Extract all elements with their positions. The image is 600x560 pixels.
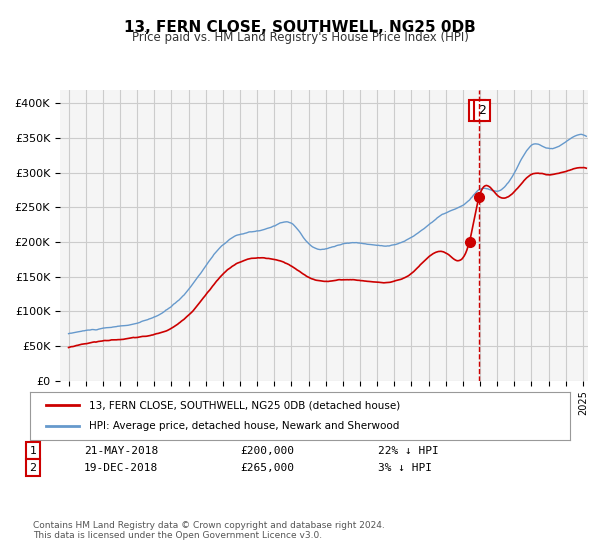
Text: Contains HM Land Registry data © Crown copyright and database right 2024.
This d: Contains HM Land Registry data © Crown c… bbox=[33, 521, 385, 540]
Text: HPI: Average price, detached house, Newark and Sherwood: HPI: Average price, detached house, Newa… bbox=[89, 421, 400, 431]
Text: 21-MAY-2018: 21-MAY-2018 bbox=[84, 446, 158, 456]
Text: 1: 1 bbox=[473, 104, 481, 117]
Text: 3% ↓ HPI: 3% ↓ HPI bbox=[378, 463, 432, 473]
Text: 1: 1 bbox=[29, 446, 37, 456]
Text: 2: 2 bbox=[478, 104, 486, 117]
Text: 13, FERN CLOSE, SOUTHWELL, NG25 0DB (detached house): 13, FERN CLOSE, SOUTHWELL, NG25 0DB (det… bbox=[89, 400, 401, 410]
Text: 19-DEC-2018: 19-DEC-2018 bbox=[84, 463, 158, 473]
Text: 22% ↓ HPI: 22% ↓ HPI bbox=[378, 446, 439, 456]
Text: 2: 2 bbox=[29, 463, 37, 473]
Text: £200,000: £200,000 bbox=[240, 446, 294, 456]
Text: Price paid vs. HM Land Registry's House Price Index (HPI): Price paid vs. HM Land Registry's House … bbox=[131, 31, 469, 44]
Text: 13, FERN CLOSE, SOUTHWELL, NG25 0DB: 13, FERN CLOSE, SOUTHWELL, NG25 0DB bbox=[124, 20, 476, 35]
Text: £265,000: £265,000 bbox=[240, 463, 294, 473]
